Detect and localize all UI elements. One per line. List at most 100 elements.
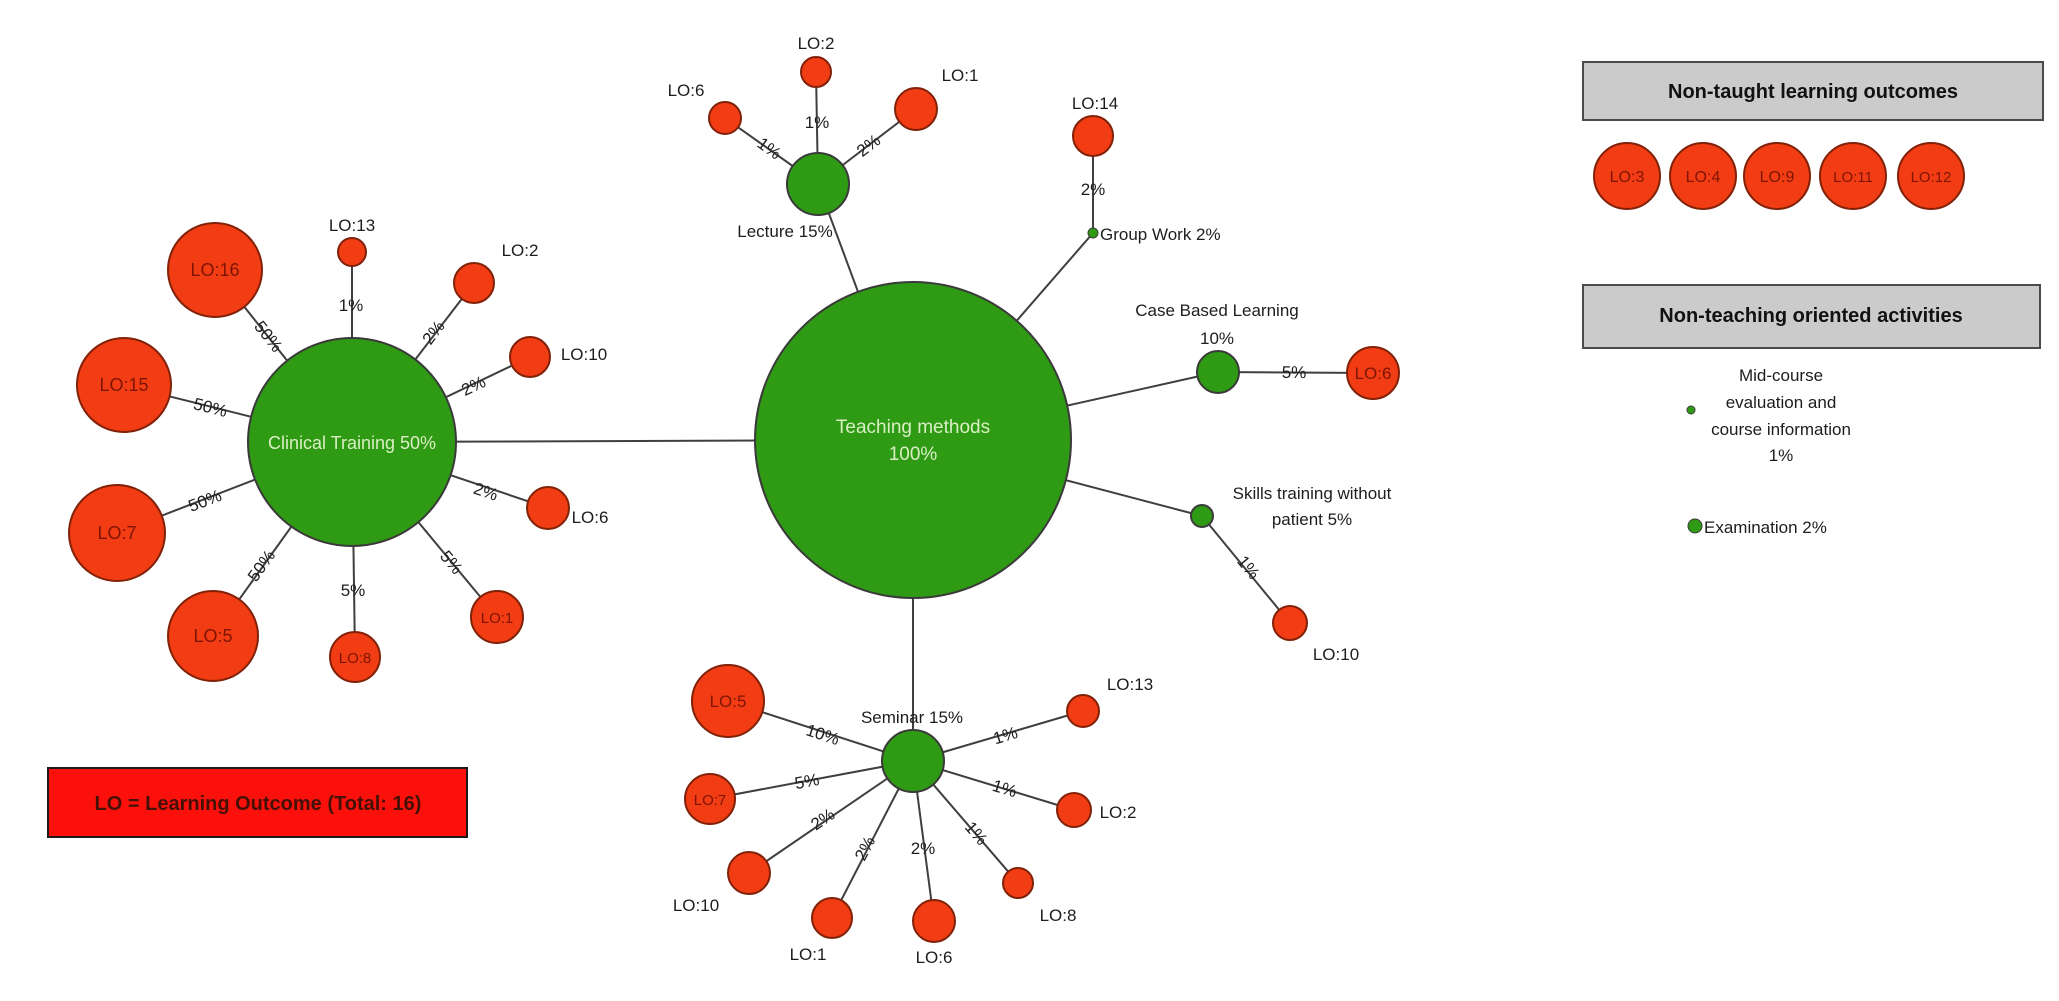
- edge-label-skills-lo10r: 1%: [1233, 552, 1263, 583]
- non-teaching-panel-title: Non-teaching oriented activities: [1659, 305, 1962, 327]
- edge-label-lecture-lo6t: 1%: [754, 134, 785, 164]
- edge-label-seminar-lo7b: 5%: [793, 770, 821, 793]
- edge-label-clinical-lo13l: 1%: [339, 296, 364, 315]
- node-label-lo4p: LO:4: [1686, 169, 1721, 186]
- node-lo7b: [684, 773, 736, 825]
- edge-seminar-lo7b: [709, 760, 914, 800]
- node-label-teaching-line2: 100%: [889, 444, 938, 465]
- node-label-lo6l: LO:6: [572, 508, 609, 527]
- edge-label-clinical-lo16: 50%: [250, 317, 286, 355]
- node-label-skills-line2: patient 5%: [1272, 510, 1352, 529]
- edge-label-lecture-lo1t: 2%: [853, 131, 884, 161]
- node-label-lo6b: LO:6: [916, 948, 953, 967]
- midcourse-dot-icon: [1686, 405, 1696, 415]
- nodes-layer: [68, 56, 1965, 943]
- node-clinical: [247, 337, 457, 547]
- node-lo15: [76, 337, 172, 433]
- node-groupwork: [1087, 227, 1099, 239]
- node-label-lo1b: LO:1: [790, 945, 827, 964]
- node-label-teaching-line1: Teaching methods: [836, 417, 990, 438]
- midcourse-label-line1: Mid-course: [1739, 366, 1823, 385]
- node-label-lo12p: LO:12: [1911, 169, 1952, 186]
- edge-label-cbl-lo6r: 5%: [1282, 363, 1307, 382]
- node-lo1t: [894, 87, 938, 131]
- node-label-lo2t: LO:2: [798, 34, 835, 53]
- edge-label-seminar-lo5b: 10%: [804, 720, 842, 749]
- node-label-lo5l: LO:5: [193, 626, 232, 646]
- edge-label-clinical-lo8l: 5%: [341, 581, 366, 600]
- midcourse-label-line2: evaluation and: [1726, 393, 1837, 412]
- node-lo10r: [1272, 605, 1308, 641]
- node-label-lo13b: LO:13: [1107, 675, 1153, 694]
- node-lo3p: [1593, 142, 1661, 210]
- node-label-lo7b: LO:7: [694, 792, 727, 809]
- node-label-lo9p: LO:9: [1760, 169, 1795, 186]
- legend: LO = Learning Outcome (Total: 16): [47, 767, 468, 838]
- midcourse-label-line3: course information: [1711, 420, 1851, 439]
- edge-skills-lo10r: [1201, 515, 1291, 624]
- non-taught-panel-box: [1582, 61, 2044, 121]
- node-lo1l: [470, 590, 524, 644]
- non-teaching-panel: Non-teaching oriented activities Mid-cou…: [1582, 284, 2041, 537]
- node-label-lo7l: LO:7: [97, 523, 136, 543]
- node-lo10b: [727, 851, 771, 895]
- node-label-lo15: LO:15: [99, 375, 148, 395]
- node-label-lo10b: LO:10: [673, 896, 719, 915]
- node-label-cbl-line1: Case Based Learning: [1135, 301, 1299, 320]
- node-label-lo1t: LO:1: [942, 66, 979, 85]
- node-lo9p: [1743, 142, 1811, 210]
- node-lo8l: [329, 631, 381, 683]
- node-lo12p: [1897, 142, 1965, 210]
- node-lo13b: [1066, 694, 1100, 728]
- node-label-lecture: Lecture 15%: [737, 222, 832, 241]
- node-cbl: [1196, 350, 1240, 394]
- node-label-cbl-line2: 10%: [1200, 329, 1234, 348]
- node-lo6t: [708, 101, 742, 135]
- node-lo6l: [526, 486, 570, 530]
- node-lo1b: [811, 897, 853, 939]
- labels-layer: 1%1%2%2%50%1%2%2%50%50% 2%50%5%5%10%5%2%2…: [97, 34, 1951, 967]
- edge-seminar-lo10b: [748, 760, 914, 874]
- node-teaching: [754, 281, 1072, 599]
- edge-label-seminar-lo6b: 2%: [911, 839, 936, 858]
- edge-label-clinical-lo6l: 2%: [471, 479, 500, 505]
- edge-label-clinical-lo15: 50%: [192, 394, 230, 421]
- legend-box: [47, 767, 468, 838]
- node-label-lo10l: LO:10: [561, 345, 607, 364]
- examination-dot-icon: [1687, 518, 1703, 534]
- node-lo6r: [1346, 346, 1400, 400]
- node-label-lo6r: LO:6: [1355, 364, 1392, 383]
- node-label-lo10r: LO:10: [1313, 645, 1359, 664]
- node-label-lo5b: LO:5: [710, 692, 747, 711]
- node-label-clinical: Clinical Training 50%: [268, 433, 436, 453]
- node-skills: [1190, 504, 1214, 528]
- edge-label-seminar-lo1b: 2%: [851, 833, 879, 864]
- node-lo13l: [337, 237, 367, 267]
- node-label-lo14: LO:14: [1072, 94, 1118, 113]
- node-seminar: [881, 729, 945, 793]
- node-lo16: [167, 222, 263, 318]
- node-lo11p: [1819, 142, 1887, 210]
- edge-label-clinical-lo7l: 50%: [186, 486, 225, 516]
- node-lo2t: [800, 56, 832, 88]
- non-teaching-panel-box: [1582, 284, 2041, 349]
- edge-label-clinical-lo10l: 2%: [458, 372, 488, 400]
- node-label-seminar: Seminar 15%: [861, 708, 963, 727]
- node-label-groupwork: Group Work 2%: [1100, 225, 1221, 244]
- node-label-lo6t: LO:6: [668, 81, 705, 100]
- node-lo5b: [691, 664, 765, 738]
- node-label-lo3p: LO:3: [1610, 169, 1645, 186]
- edge-label-lecture-lo2t: 1%: [805, 113, 830, 132]
- node-lo14: [1072, 115, 1114, 157]
- node-label-lo16: LO:16: [190, 260, 239, 280]
- node-lo2l: [453, 262, 495, 304]
- legend-label: LO = Learning Outcome (Total: 16): [95, 793, 422, 815]
- node-lo5l: [167, 590, 259, 682]
- node-lo4p: [1669, 142, 1737, 210]
- node-label-lo8l: LO:8: [339, 650, 372, 667]
- node-label-skills-line1: Skills training without: [1233, 484, 1392, 503]
- node-label-lo2l: LO:2: [502, 241, 539, 260]
- edge-label-seminar-lo2b: 1%: [990, 776, 1019, 801]
